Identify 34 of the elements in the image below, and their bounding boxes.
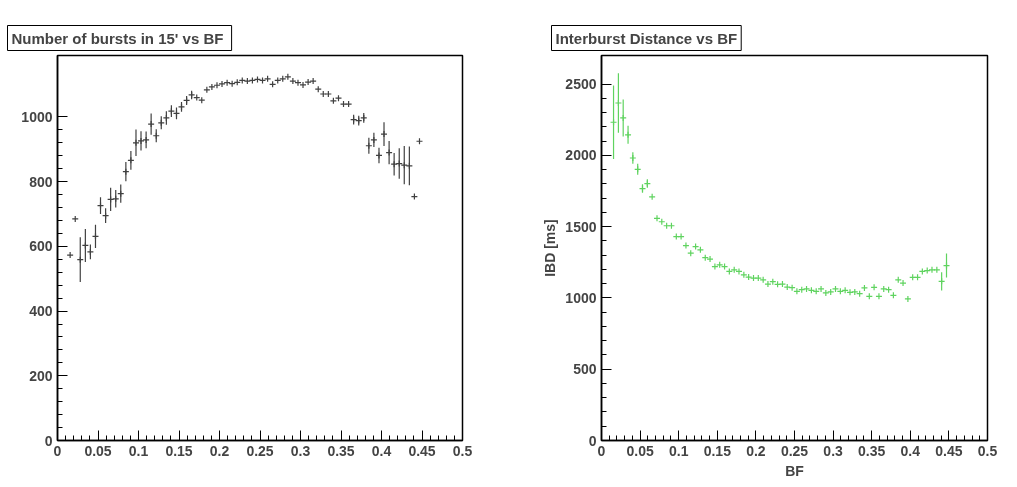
y-tick-label: 1000	[565, 289, 597, 306]
x-tick-label: 0.2	[746, 442, 766, 459]
x-tick-label: 0.3	[823, 442, 844, 459]
x-axis-title: BF	[785, 462, 805, 479]
x-tick-label: 0.4	[371, 442, 392, 459]
chart-title: Interburst Distance vs BF	[555, 29, 738, 47]
x-tick-label: 0.5	[452, 442, 473, 459]
y-tick-label: 2000	[565, 147, 597, 164]
x-tick-label: 0.2	[209, 442, 230, 459]
x-tick-label: 0.35	[327, 442, 355, 459]
x-tick-label: 0.05	[626, 442, 654, 459]
y-tick-label: 1000	[21, 108, 53, 125]
y-tick-label: 200	[29, 367, 53, 384]
x-tick-label: 0.45	[935, 442, 963, 459]
y-axis-title: IBD [ms]	[542, 219, 559, 277]
x-tick-label: 0.4	[900, 442, 921, 459]
y-tick-label: 1500	[565, 218, 597, 235]
x-tick-label: 0.3	[290, 442, 311, 459]
x-tick-label: 0.15	[703, 442, 732, 459]
x-tick-label: 0.25	[246, 442, 274, 459]
x-tick-label: 0.15	[165, 442, 193, 459]
y-tick-label: 2500	[565, 76, 597, 93]
y-tick-label: 500	[573, 361, 597, 378]
x-tick-label: 0.45	[408, 442, 436, 459]
y-tick-label: 600	[29, 238, 53, 255]
y-tick-label: 800	[29, 173, 53, 190]
x-tick-label: 0.5	[977, 442, 998, 459]
y-tick-label: 400	[29, 303, 53, 320]
x-tick-label: 0.1	[128, 442, 149, 459]
x-tick-label: 0.25	[780, 442, 809, 459]
x-tick-label: 0.35	[858, 442, 886, 459]
chart-title: Number of bursts in 15' vs BF	[11, 29, 224, 47]
x-tick-label: 0.05	[84, 442, 112, 459]
x-tick-label: 0.1	[668, 442, 689, 459]
